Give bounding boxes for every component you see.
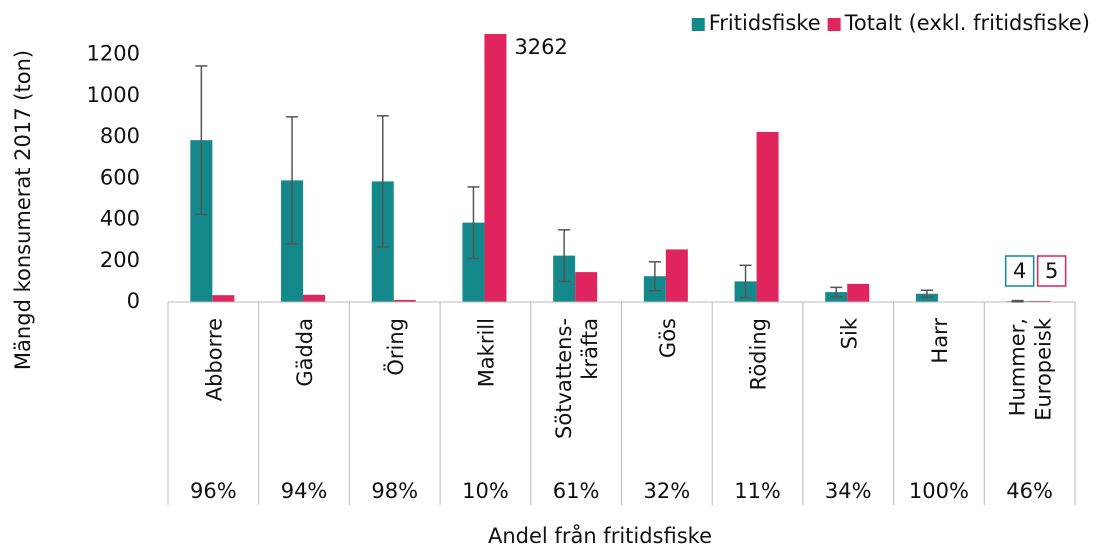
- bar: [1028, 300, 1051, 302]
- legend-label: Totalt (exkl. fritidsfiske): [844, 11, 1090, 35]
- y-tick-label: 400: [100, 207, 140, 231]
- error-bar: [286, 116, 299, 245]
- x-tick-label: Öring: [383, 318, 408, 376]
- legend-swatch: [691, 18, 705, 31]
- share-label: 61%: [553, 479, 600, 503]
- y-tick-label: 0: [127, 289, 140, 313]
- error-bar: [920, 289, 933, 299]
- bar: [393, 299, 416, 302]
- bar: [847, 283, 870, 302]
- label-box: [1036, 255, 1067, 287]
- share-label: 98%: [371, 479, 418, 503]
- x-axis-title: Andel från fritidsfiske: [488, 523, 712, 548]
- error-bar: [376, 115, 389, 248]
- x-tick-label: Hummer,: [1006, 318, 1030, 416]
- share-label: 96%: [190, 479, 237, 503]
- error-bar: [739, 264, 752, 299]
- share-label: 34%: [825, 479, 872, 503]
- bar: [575, 272, 598, 302]
- error-bar: [195, 65, 208, 216]
- x-tick-label: Harr: [928, 318, 952, 364]
- error-bar: [1011, 299, 1024, 303]
- bar: [303, 294, 326, 302]
- share-label: 46%: [1006, 479, 1053, 503]
- bar: [190, 140, 213, 302]
- share-label: 11%: [734, 479, 781, 503]
- bar: [212, 295, 235, 302]
- y-axis-title: Mängd konsumerat 2017 (ton): [11, 50, 35, 370]
- x-tick-label: kräfta: [578, 318, 602, 380]
- legend-swatch: [827, 18, 841, 31]
- bar: [462, 222, 485, 302]
- y-tick-label: 600: [100, 165, 140, 189]
- error-bar: [830, 286, 843, 298]
- share-label: 32%: [644, 479, 691, 503]
- x-tick-label: Gädda: [293, 318, 317, 387]
- plot: [190, 34, 1051, 302]
- x-tick-label: Abborre: [202, 318, 226, 401]
- share-label: 10%: [462, 479, 509, 503]
- y-tick-label: 1200: [87, 42, 140, 66]
- x-tick-label: Makrill: [474, 318, 498, 387]
- x-tick-label: Sötvattens-: [552, 318, 576, 439]
- label-box: [1004, 255, 1035, 287]
- value-label: 3262: [514, 35, 567, 59]
- share-label: 100%: [909, 479, 969, 503]
- error-bar: [648, 261, 661, 292]
- error-bar: [467, 186, 480, 260]
- y-tick-label: 1000: [87, 83, 140, 107]
- x-tick-label: Sik: [837, 317, 861, 349]
- value-label: 5: [1045, 259, 1058, 283]
- x-tick-label: Röding: [747, 318, 771, 390]
- y-tick-label: 200: [100, 248, 140, 272]
- error-bar: [558, 229, 571, 283]
- y-tick-label: 800: [100, 124, 140, 148]
- bar: [665, 249, 688, 302]
- x-tick-label: Europeisk: [1032, 317, 1056, 421]
- share-label: 94%: [281, 479, 328, 503]
- bar: [756, 131, 779, 302]
- legend-label: Fritidsfiske: [709, 11, 821, 35]
- bar: [484, 34, 507, 302]
- value-label: 4: [1013, 259, 1026, 283]
- x-tick-label: Gös: [656, 318, 680, 358]
